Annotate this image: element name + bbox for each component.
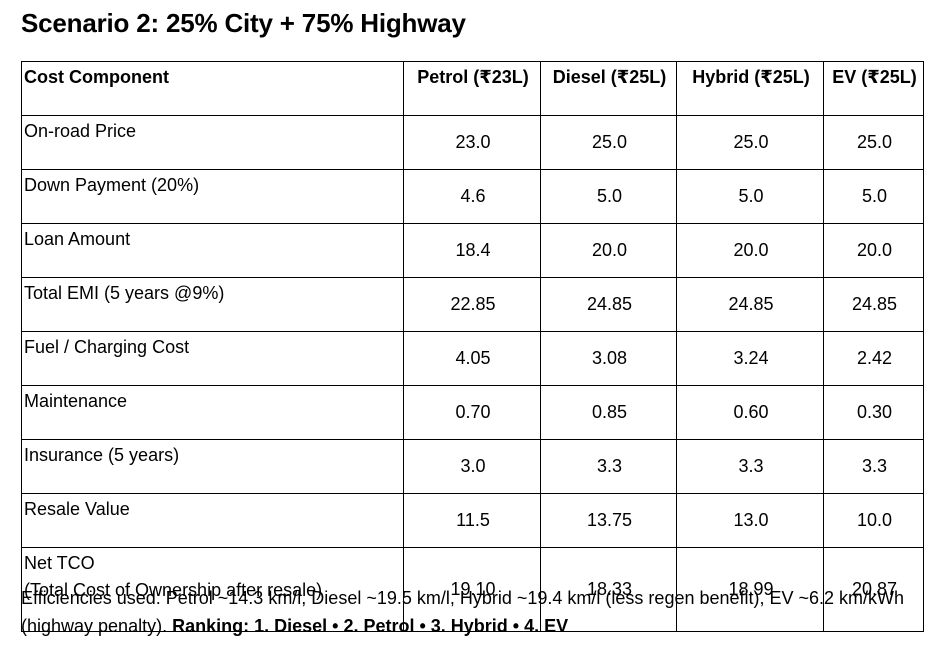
cell-value: 18.4 <box>403 223 541 278</box>
header-cost-component: Cost Component <box>21 61 404 116</box>
cell-value: 0.60 <box>676 385 824 440</box>
cell-value: 25.0 <box>676 115 824 170</box>
cell-value: 4.05 <box>403 331 541 386</box>
row-label: Maintenance <box>21 385 404 440</box>
cell-value: 24.85 <box>540 277 677 332</box>
cell-value: 13.75 <box>540 493 677 548</box>
cell-value: 23.0 <box>403 115 541 170</box>
row-label: Resale Value <box>21 493 404 548</box>
cell-value: 10.0 <box>823 493 924 548</box>
cell-value: 24.85 <box>676 277 824 332</box>
cell-value: 20.0 <box>823 223 924 278</box>
cell-value: 22.85 <box>403 277 541 332</box>
cell-value: 5.0 <box>823 169 924 224</box>
row-label: On-road Price <box>21 115 404 170</box>
cell-value: 5.0 <box>540 169 677 224</box>
table-row: Loan Amount 18.4 20.0 20.0 20.0 <box>21 223 924 278</box>
cell-value: 18.33 <box>540 547 677 632</box>
table-row: On-road Price 23.0 25.0 25.0 25.0 <box>21 115 924 170</box>
header-diesel: Diesel (₹25L) <box>540 61 677 116</box>
table-row: Fuel / Charging Cost 4.05 3.08 3.24 2.42 <box>21 331 924 386</box>
table-header-row: Cost Component Petrol (₹23L) Diesel (₹25… <box>21 61 924 116</box>
row-sublabel: (Total Cost of Ownership after resale) <box>24 580 323 600</box>
cell-value: 3.24 <box>676 331 824 386</box>
page-title: Scenario 2: 25% City + 75% Highway <box>21 8 466 38</box>
cell-value: 0.30 <box>823 385 924 440</box>
row-label: Loan Amount <box>21 223 404 278</box>
cell-value: 20.0 <box>540 223 677 278</box>
cell-value: 3.08 <box>540 331 677 386</box>
cell-value: 3.3 <box>540 439 677 494</box>
cell-value: 3.0 <box>403 439 541 494</box>
table-row: Maintenance 0.70 0.85 0.60 0.30 <box>21 385 924 440</box>
cell-value: 5.0 <box>676 169 824 224</box>
row-label: Total EMI (5 years @9%) <box>21 277 404 332</box>
row-label-net-tco: Net TCO (Total Cost of Ownership after r… <box>21 547 404 632</box>
ranking-text: Ranking: 1. Diesel • 2. Petrol • 3. Hybr… <box>172 616 569 636</box>
table-row: Resale Value 11.5 13.75 13.0 10.0 <box>21 493 924 548</box>
header-petrol: Petrol (₹23L) <box>403 61 541 116</box>
cell-value: 0.85 <box>540 385 677 440</box>
cell-value: 25.0 <box>540 115 677 170</box>
cell-value: 25.0 <box>823 115 924 170</box>
cell-value: 24.85 <box>823 277 924 332</box>
table-row: Insurance (5 years) 3.0 3.3 3.3 3.3 <box>21 439 924 494</box>
cell-value: 13.0 <box>676 493 824 548</box>
efficiencies-note: Efficiencies used: Petrol ~14.3 km/l, Di… <box>21 588 905 636</box>
table-row: Total EMI (5 years @9%) 22.85 24.85 24.8… <box>21 277 924 332</box>
cell-value: 20.0 <box>676 223 824 278</box>
table-row-net-tco: Net TCO (Total Cost of Ownership after r… <box>21 547 924 632</box>
header-hybrid: Hybrid (₹25L) <box>676 61 824 116</box>
cell-value: 0.70 <box>403 385 541 440</box>
row-label: Down Payment (20%) <box>21 169 404 224</box>
tco-table: Cost Component Petrol (₹23L) Diesel (₹25… <box>21 61 924 632</box>
cell-value: 4.6 <box>403 169 541 224</box>
cell-value: 2.42 <box>823 331 924 386</box>
cell-value: 19.10 <box>403 547 541 632</box>
table-row: Down Payment (20%) 4.6 5.0 5.0 5.0 <box>21 169 924 224</box>
cell-value: 3.3 <box>823 439 924 494</box>
cell-value: 20.87 <box>823 547 924 632</box>
header-ev: EV (₹25L) <box>823 61 924 116</box>
row-label: Fuel / Charging Cost <box>21 331 404 386</box>
row-label: Net TCO <box>24 553 95 573</box>
cell-value: 3.3 <box>676 439 824 494</box>
row-label: Insurance (5 years) <box>21 439 404 494</box>
footnote: Efficiencies used: Petrol ~14.3 km/l, Di… <box>21 584 931 640</box>
cell-value: 18.99 <box>676 547 824 632</box>
cell-value: 11.5 <box>403 493 541 548</box>
